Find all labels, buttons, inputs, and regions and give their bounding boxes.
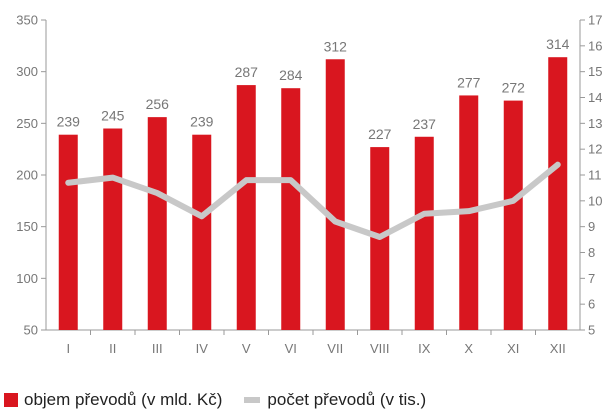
y-right-tick-label: 9 xyxy=(588,219,595,234)
x-tick-label: XII xyxy=(550,341,566,356)
y-left-tick-label: 150 xyxy=(16,219,38,234)
x-tick-label: IX xyxy=(418,341,431,356)
bar-line-chart: 50 100 150 200 250 300 350 5 6 7 8 9 10 11 12 13 14 15 16 1… xyxy=(16,13,602,357)
y-left-tick-label: 100 xyxy=(16,271,38,286)
y-left-tick-label: 250 xyxy=(16,116,38,131)
x-tick-label: VII xyxy=(327,341,343,356)
y-right-tick-label: 16 xyxy=(588,38,602,53)
legend: objem převodů (v mld. Kč) počet převodů … xyxy=(4,388,448,412)
y-right-tick-label: 11 xyxy=(588,168,602,183)
bar-data-label: 227 xyxy=(368,126,392,142)
bar-data-label: 277 xyxy=(457,74,481,90)
bar xyxy=(281,88,301,330)
bar-data-label: 272 xyxy=(502,80,526,96)
bar-data-label: 312 xyxy=(324,38,348,54)
bar xyxy=(103,128,123,330)
bar xyxy=(236,85,256,330)
y-right-tick-label: 14 xyxy=(588,90,602,105)
bar-data-label: 314 xyxy=(546,36,570,52)
bar-data-label: 256 xyxy=(146,96,170,112)
bar-data-label: 239 xyxy=(190,114,214,130)
y-right-tick-label: 5 xyxy=(588,323,595,338)
bar xyxy=(548,57,568,330)
bar-data-label: 287 xyxy=(235,64,259,80)
x-tick-label: VIII xyxy=(370,341,390,356)
bar-data-label: 284 xyxy=(279,67,303,83)
legend-swatch-bar xyxy=(4,393,18,407)
x-tick-label: II xyxy=(109,341,116,356)
y-right-tick-label: 13 xyxy=(588,116,602,131)
bar-data-label: 245 xyxy=(101,108,125,124)
y-right-tick-label: 17 xyxy=(588,13,602,28)
bar-data-label: 239 xyxy=(57,114,81,130)
series-line xyxy=(65,161,561,240)
bar xyxy=(503,100,523,330)
x-tick-label: VI xyxy=(285,341,297,356)
bar xyxy=(414,136,434,330)
bar-data-label: 237 xyxy=(413,116,437,132)
y-right-tick-label: 12 xyxy=(588,142,602,157)
x-tick-label: X xyxy=(464,341,473,356)
x-tick-label: I xyxy=(66,341,70,356)
legend-item-line: počet převodů (v tis.) xyxy=(244,390,426,410)
y-right-tick-label: 10 xyxy=(588,193,602,208)
y-right-tick-label: 15 xyxy=(588,64,602,79)
y-left-tick-label: 300 xyxy=(16,64,38,79)
y-left-tick-label: 50 xyxy=(24,323,38,338)
y-right-tick-label: 8 xyxy=(588,245,595,260)
x-tick-label: IV xyxy=(196,341,209,356)
bar xyxy=(147,117,167,330)
x-tick-label: III xyxy=(152,341,163,356)
legend-label-bars: objem převodů (v mld. Kč) xyxy=(24,390,223,409)
y-right-tick-label: 7 xyxy=(588,271,595,286)
legend-item-bars: objem převodů (v mld. Kč) xyxy=(4,390,222,410)
bar xyxy=(58,134,78,330)
x-tick-label: V xyxy=(242,341,251,356)
legend-swatch-line xyxy=(244,397,261,403)
y-right-tick-label: 6 xyxy=(588,297,595,312)
bar xyxy=(192,134,212,330)
x-tick-label: XI xyxy=(507,341,519,356)
bar xyxy=(325,59,345,331)
legend-label-line: počet převodů (v tis.) xyxy=(267,390,427,409)
y-left-tick-label: 350 xyxy=(16,13,38,28)
y-left-tick-label: 200 xyxy=(16,168,38,183)
